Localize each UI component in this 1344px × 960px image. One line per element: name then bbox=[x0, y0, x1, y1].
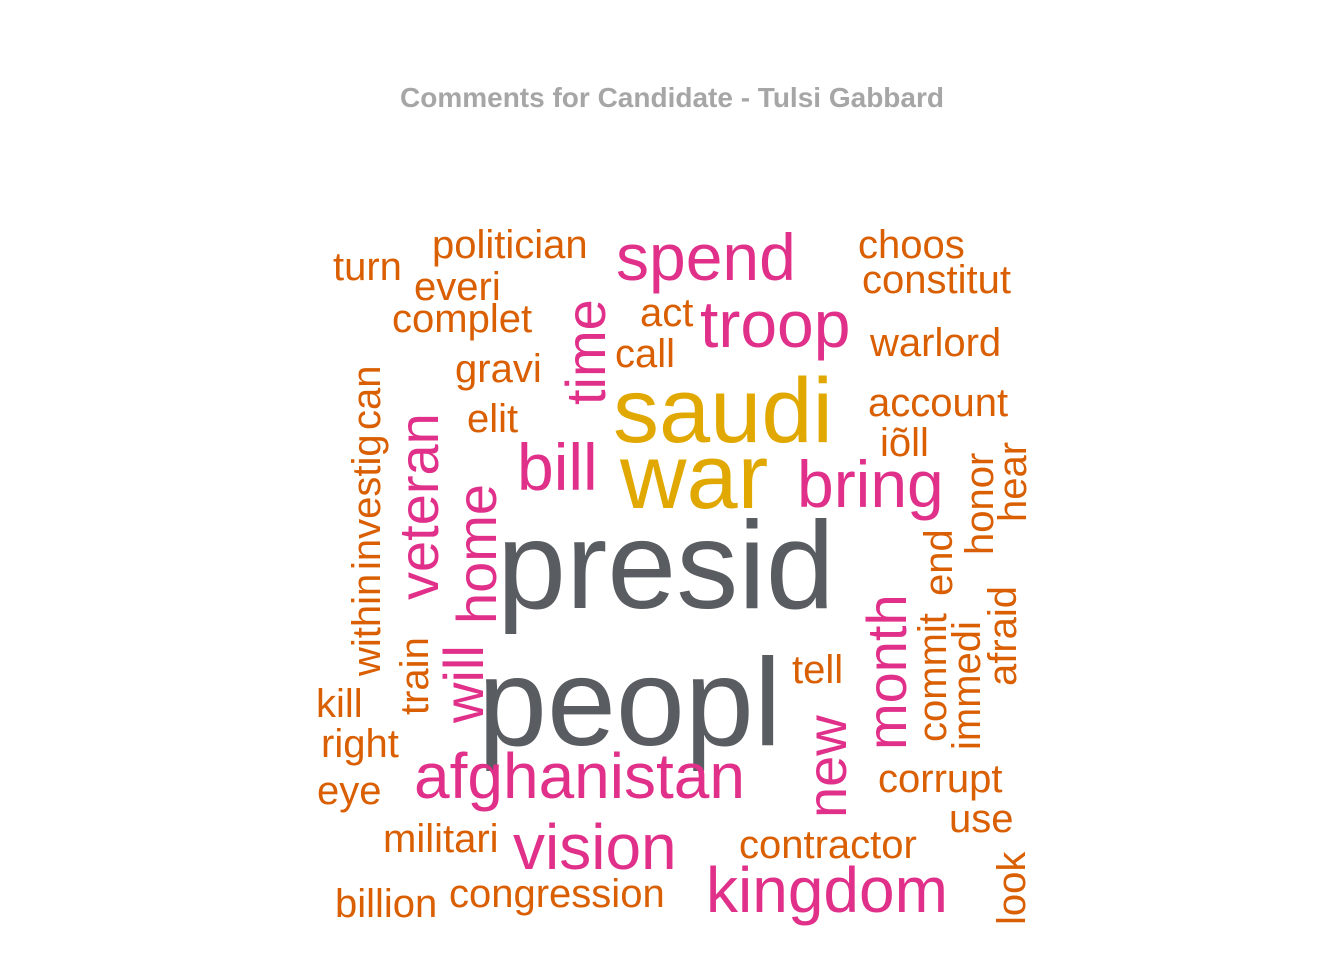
word-elit: elit bbox=[467, 397, 518, 441]
word-investig: investig bbox=[345, 434, 389, 570]
word-troop: troop bbox=[700, 287, 850, 361]
word-politician: politician bbox=[432, 223, 588, 267]
word-presid: presid bbox=[497, 497, 835, 635]
word-corrupt: corrupt bbox=[878, 757, 1003, 801]
word-complet: complet bbox=[392, 297, 532, 341]
word-within: within bbox=[345, 574, 389, 677]
word-can: can bbox=[345, 366, 389, 431]
word-warlord: warlord bbox=[869, 321, 1001, 365]
word-afraid: afraid bbox=[981, 586, 1025, 686]
word-eye: eye bbox=[317, 769, 382, 813]
word-bill: bill bbox=[517, 430, 598, 504]
word-honor: honor bbox=[958, 453, 1002, 555]
word-spend: spend bbox=[616, 220, 796, 294]
word-call: call bbox=[615, 332, 675, 376]
word-look: look bbox=[990, 851, 1034, 925]
word-home: home bbox=[445, 484, 508, 624]
word-congression: congression bbox=[449, 872, 665, 916]
word-account: account bbox=[868, 381, 1008, 425]
word-billion: billion bbox=[335, 882, 437, 926]
word-right: right bbox=[321, 722, 399, 766]
word-kingdom: kingdom bbox=[706, 854, 948, 926]
word-constitut: constitut bbox=[862, 258, 1011, 302]
word-veteran: veteran bbox=[387, 413, 450, 600]
chart-title: Comments for Candidate - Tulsi Gabbard bbox=[400, 82, 944, 113]
word-militari: militari bbox=[383, 817, 499, 861]
word-hear: hear bbox=[991, 442, 1035, 522]
word-use: use bbox=[949, 797, 1014, 841]
word-war: war bbox=[619, 426, 768, 528]
word-ill: iõll bbox=[880, 421, 929, 465]
word-turn: turn bbox=[333, 245, 402, 289]
word-peopl: peopl bbox=[478, 634, 781, 772]
word-choos: choos bbox=[858, 223, 965, 267]
word-will: will bbox=[432, 645, 495, 724]
word-immedi: immedi bbox=[945, 621, 989, 750]
word-act: act bbox=[640, 291, 693, 335]
word-contractor: contractor bbox=[739, 823, 917, 867]
word-afghanistan: afghanistan bbox=[414, 740, 745, 812]
word-tell: tell bbox=[792, 648, 843, 692]
word-month: month bbox=[855, 594, 918, 750]
word-gravi: gravi bbox=[455, 347, 542, 391]
word-end: end bbox=[917, 529, 961, 596]
word-bring: bring bbox=[797, 447, 944, 521]
word-everi: everi bbox=[414, 265, 501, 309]
word-train: train bbox=[393, 637, 437, 715]
word-time: time bbox=[554, 299, 617, 405]
word-saudi: saudi bbox=[613, 360, 833, 462]
word-kill: kill bbox=[316, 682, 363, 726]
word-vision: vision bbox=[513, 811, 677, 883]
word-commit: commit bbox=[911, 613, 955, 742]
word-new: new bbox=[795, 715, 858, 818]
